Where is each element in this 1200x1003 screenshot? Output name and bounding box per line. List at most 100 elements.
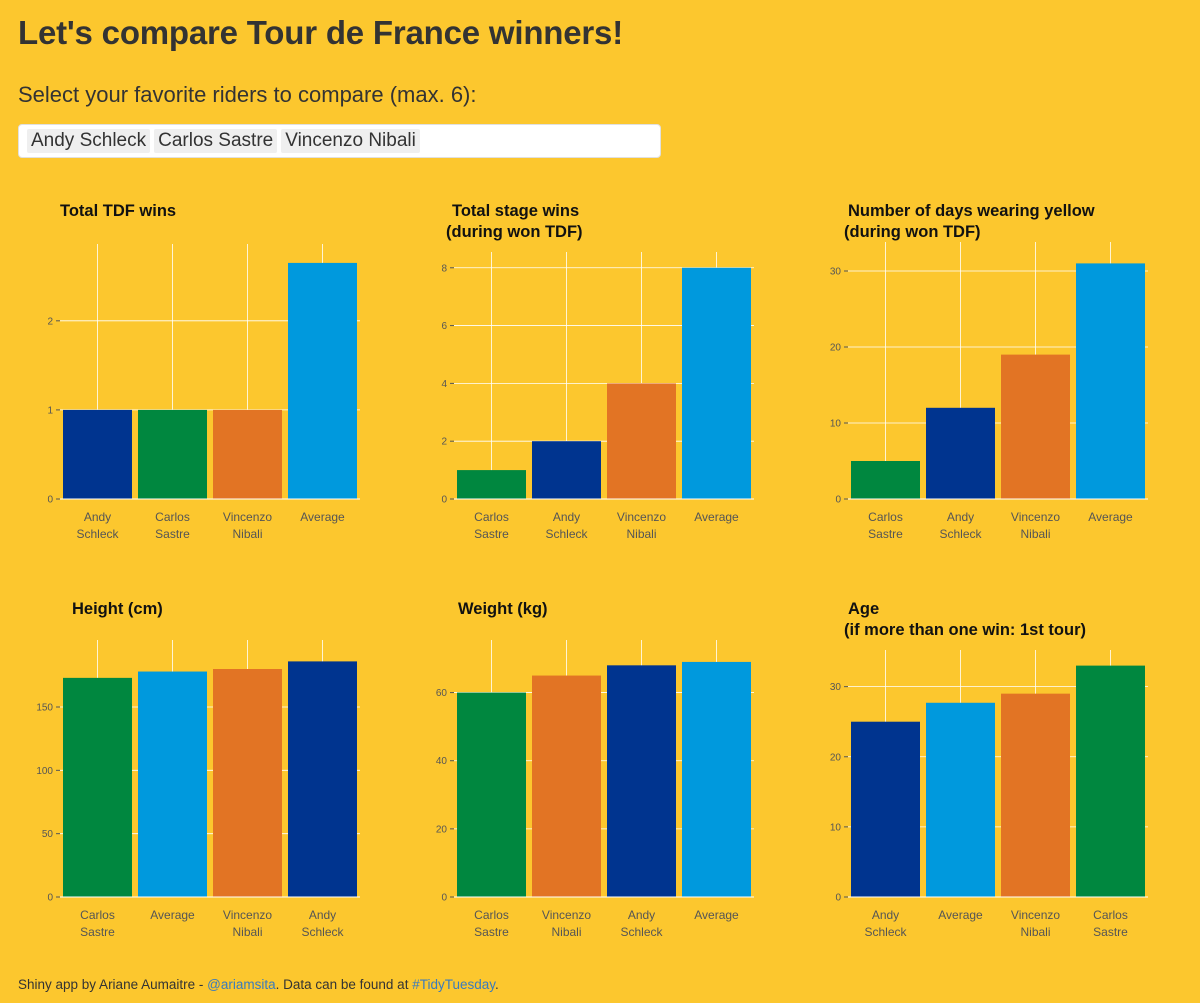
chart-title: Total stage wins (during won TDF) (446, 201, 583, 243)
bar-andy-schleck[interactable] (607, 665, 676, 897)
y-tick-label: 50 (42, 829, 54, 840)
x-tick-label: Andy Schleck (301, 908, 344, 939)
bar-carlos-sastre[interactable] (1076, 665, 1145, 897)
y-tick-label: 100 (36, 766, 53, 777)
bar-average[interactable] (682, 661, 751, 897)
footer: Shiny app by Ariane Aumaitre - @ariamsit… (18, 977, 499, 992)
x-tick-label: Carlos Sastre (1093, 908, 1128, 939)
x-tick-label-line: Andy (309, 908, 336, 922)
bar-carlos-sastre[interactable] (138, 409, 207, 499)
bar-vincenzo-nibali[interactable] (532, 675, 601, 897)
twitter-link[interactable]: @ariamsita (207, 977, 276, 992)
y-tick-label: 2 (441, 437, 447, 448)
selected-rider-chip[interactable]: Carlos Sastre (154, 129, 278, 153)
y-tick-label: 10 (830, 419, 842, 430)
x-tick-label-line: Andy (553, 510, 580, 524)
selected-rider-chip[interactable]: Vincenzo Nibali (281, 129, 420, 153)
bar-carlos-sastre[interactable] (457, 692, 526, 897)
x-tick-label: Vincenzo Nibali (1011, 510, 1060, 541)
bar-vincenzo-nibali[interactable] (213, 669, 282, 897)
chart-title-line: Total TDF wins (60, 202, 177, 220)
x-tick-label: Vincenzo Nibali (223, 908, 272, 939)
x-tick-label: Carlos Sastre (868, 510, 903, 541)
chart-title: Weight (kg) (458, 599, 548, 620)
bar-average[interactable] (138, 671, 207, 897)
y-tick-label: 150 (36, 703, 53, 714)
y-tick-label: 30 (830, 682, 842, 693)
page-title: Let's compare Tour de France winners! (18, 14, 623, 51)
x-tick-label-line: Vincenzo (1011, 908, 1060, 922)
y-tick-label: 4 (441, 379, 447, 390)
x-tick-label: Vincenzo Nibali (617, 510, 666, 541)
chart-total-stage-wins: 0 2 4 6 8 Carlos Sastre Andy Schleck Vincenzo Niba… (412, 196, 792, 576)
x-tick-label-line: Schleck (620, 925, 663, 939)
x-tick-label-line: Average (694, 908, 739, 922)
bar-average[interactable] (288, 262, 357, 499)
chart-canvas: 0 10 20 30 Andy Schleck Average Vincenzo Nibali C… (830, 650, 1148, 939)
chart-title: Total TDF wins (60, 201, 176, 222)
selected-rider-chip[interactable]: Andy Schleck (27, 129, 151, 153)
bar-andy-schleck[interactable] (851, 721, 920, 897)
bar-carlos-sastre[interactable] (851, 461, 920, 499)
x-tick-label-line: Average (1088, 510, 1133, 524)
y-tick-label: 6 (441, 321, 447, 332)
x-tick-label-line: Andy (84, 510, 111, 524)
bar-andy-schleck[interactable] (288, 661, 357, 897)
bar-carlos-sastre[interactable] (457, 470, 526, 499)
y-tick-label: 40 (436, 756, 448, 767)
y-tick-label: 2 (47, 316, 53, 327)
chart-title-line: Height (cm) (72, 600, 163, 618)
bar-average[interactable] (1076, 263, 1145, 499)
x-tick-label-line: Nibali (232, 527, 262, 541)
chart-title-line: (during won TDF) (446, 223, 583, 241)
footer-text: Shiny app by Ariane Aumaitre - (18, 977, 208, 992)
x-tick-label: Vincenzo Nibali (223, 510, 272, 541)
y-tick-label: 20 (830, 343, 842, 354)
rider-select-input[interactable]: Andy Schleck Carlos Sastre Vincenzo Niba… (18, 124, 661, 158)
x-tick-label: Andy Schleck (545, 510, 588, 541)
bar-vincenzo-nibali[interactable] (607, 383, 676, 499)
bar-vincenzo-nibali[interactable] (1001, 693, 1070, 897)
chart-weight: 0 20 40 60 Carlos Sastre Vincenzo Nibali Andy Sch… (412, 594, 792, 974)
x-tick-label-line: Vincenzo (542, 908, 591, 922)
bar-andy-schleck[interactable] (532, 441, 601, 499)
x-tick-label: Andy Schleck (864, 908, 907, 939)
chart-title-line: Age (848, 600, 880, 618)
x-tick-label-line: Vincenzo (223, 908, 272, 922)
x-tick-label: Vincenzo Nibali (1011, 908, 1060, 939)
y-tick-label: 0 (441, 495, 447, 506)
y-tick-label: 1 (47, 405, 53, 416)
bar-average[interactable] (926, 702, 995, 897)
x-tick-label-line: Sastre (868, 527, 903, 541)
footer-text: . (495, 977, 499, 992)
bar-vincenzo-nibali[interactable] (1001, 354, 1070, 499)
x-tick-label-line: Carlos (80, 908, 115, 922)
x-tick-label-line: Vincenzo (1011, 510, 1060, 524)
x-tick-label-line: Schleck (864, 925, 907, 939)
y-tick-label: 30 (830, 267, 842, 278)
x-tick-label-line: Nibali (551, 925, 581, 939)
bar-carlos-sastre[interactable] (63, 677, 132, 897)
x-tick-label-line: Schleck (76, 527, 119, 541)
chart-age: 0 10 20 30 Andy Schleck Average Vincenzo Nibali C… (806, 594, 1186, 974)
tidytuesday-link[interactable]: #TidyTuesday (412, 977, 495, 992)
bar-average[interactable] (682, 267, 751, 499)
chart-title: Height (cm) (72, 599, 163, 620)
y-tick-label: 0 (441, 893, 447, 904)
x-tick-label: Carlos Sastre (474, 908, 509, 939)
x-tick-label-line: Average (300, 510, 345, 524)
bar-vincenzo-nibali[interactable] (213, 409, 282, 499)
bar-andy-schleck[interactable] (926, 407, 995, 499)
x-tick-label: Andy Schleck (76, 510, 119, 541)
chart-title-line: Weight (kg) (458, 600, 548, 618)
x-tick-label-line: Carlos (474, 510, 509, 524)
x-tick-label: Carlos Sastre (155, 510, 190, 541)
y-tick-label: 8 (441, 263, 447, 274)
x-tick-label-line: Average (150, 908, 195, 922)
chart-title-line: (during won TDF) (844, 223, 981, 241)
x-tick-label-line: Andy (947, 510, 974, 524)
x-tick-label-line: Andy (872, 908, 899, 922)
x-tick-label-line: Sastre (155, 527, 190, 541)
chart-canvas: 0 2 4 6 8 Carlos Sastre Andy Schleck Vincenzo Niba… (441, 252, 754, 541)
bar-andy-schleck[interactable] (63, 409, 132, 499)
